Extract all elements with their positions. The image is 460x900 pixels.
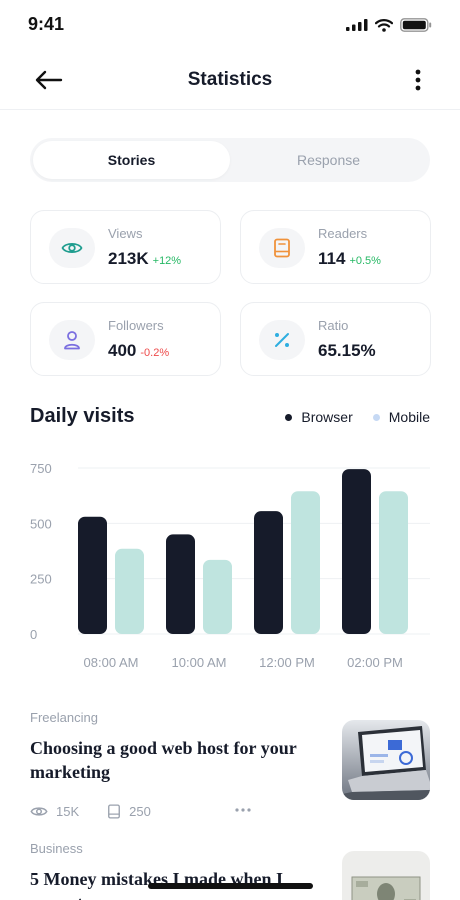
- stat-label: Views: [108, 226, 143, 241]
- stat-value: 400: [108, 341, 137, 360]
- article-more-button[interactable]: [234, 803, 252, 822]
- stat-delta: +0.5%: [349, 255, 381, 267]
- stat-label: Readers: [318, 226, 368, 241]
- bar-mobile: [379, 491, 408, 634]
- laptop-dashboard-photo: [342, 720, 430, 800]
- back-button[interactable]: [32, 65, 66, 95]
- app-header: Statistics: [0, 55, 460, 110]
- article-title[interactable]: Choosing a good web host for your market…: [30, 738, 297, 782]
- article-meta: 15K 250: [30, 804, 151, 819]
- legend-label: Browser: [301, 409, 353, 425]
- stat-delta: +12%: [152, 255, 182, 267]
- y-tick-label: 0: [30, 627, 37, 642]
- tab-stories[interactable]: Stories: [33, 141, 230, 179]
- home-indicator[interactable]: [148, 883, 313, 889]
- stat-value-row: 114 +0.5%: [318, 249, 381, 269]
- book-icon: [108, 804, 121, 819]
- status-icons: [346, 18, 432, 32]
- article-thumbnail[interactable]: [342, 851, 430, 900]
- stat-value-row: 213K +12%: [108, 249, 181, 269]
- stat-card-followers[interactable]: Followers 400 -0.2%: [30, 302, 221, 376]
- vertical-dots-icon: [415, 69, 421, 91]
- arrow-left-icon: [35, 70, 63, 90]
- stat-value-row: 400 -0.2%: [108, 341, 169, 361]
- eye-icon: [61, 242, 83, 254]
- article-views: 15K: [56, 804, 80, 819]
- legend-item-mobile[interactable]: Mobile: [372, 409, 430, 425]
- stat-value: 114: [318, 249, 346, 268]
- dollar-bill-photo: [342, 851, 430, 900]
- bar-mobile: [115, 548, 144, 634]
- x-tick-label: 10:00 AM: [172, 655, 227, 670]
- wifi-icon: [375, 18, 393, 32]
- legend-dot: [285, 413, 293, 421]
- horizontal-dots-icon: [235, 808, 251, 812]
- legend-dot: [372, 413, 380, 421]
- bar-browser: [166, 534, 195, 634]
- stat-card-readers[interactable]: Readers 114 +0.5%: [240, 210, 431, 284]
- tab-switcher: Stories Response: [30, 138, 430, 182]
- stat-delta: -0.2%: [140, 347, 170, 359]
- user-icon: [64, 331, 80, 350]
- stat-value: 213K: [108, 249, 149, 268]
- status-time: 9:41: [28, 14, 65, 34]
- bar-browser: [342, 469, 371, 634]
- article-reads: 250: [129, 804, 151, 819]
- x-tick-label: 12:00 PM: [259, 655, 315, 670]
- y-tick-label: 500: [30, 516, 52, 531]
- y-tick-label: 750: [30, 461, 52, 476]
- tab-response[interactable]: Response: [296, 152, 361, 168]
- x-tick-label: 08:00 AM: [84, 655, 139, 670]
- legend-label: Mobile: [388, 409, 430, 425]
- stat-label: Followers: [108, 318, 164, 333]
- chart-title: Daily visits: [30, 405, 135, 427]
- stat-card-views[interactable]: Views 213K +12%: [30, 210, 221, 284]
- y-tick-label: 250: [30, 572, 52, 587]
- stat-icon-wrapper: [49, 320, 95, 360]
- page-title: Statistics: [187, 69, 273, 90]
- article-card[interactable]: Freelancing Choosing a good web host for…: [30, 710, 430, 820]
- percent-icon: [275, 333, 289, 347]
- bar-mobile: [291, 491, 320, 634]
- daily-visits-chart: 0 250 500 750 08:00 AM 10:00 AM 12:00 PM 02:00 …: [30, 461, 430, 670]
- x-tick-label: 02:00 PM: [347, 655, 403, 670]
- stat-value-row: 65.15%: [318, 341, 376, 361]
- stat-icon-wrapper: [259, 320, 305, 360]
- bar-browser: [254, 511, 283, 634]
- article-thumbnail[interactable]: [342, 720, 430, 800]
- article-card[interactable]: Business 5 Money mistakes I made when I …: [30, 841, 430, 900]
- stat-icon-wrapper: [259, 228, 305, 268]
- book-icon: [274, 238, 290, 258]
- stat-label: Ratio: [318, 318, 349, 333]
- stat-card-ratio[interactable]: Ratio 65.15%: [240, 302, 431, 376]
- battery-icon: [400, 18, 432, 32]
- article-category: Business: [30, 841, 83, 856]
- status-bar: 9:41: [0, 0, 460, 50]
- stat-icon-wrapper: [49, 228, 95, 268]
- legend-item-browser[interactable]: Browser: [285, 409, 353, 425]
- more-options-button[interactable]: [408, 65, 428, 95]
- eye-icon: [30, 807, 48, 816]
- cellular-signal-icon: [346, 19, 368, 31]
- stat-value: 65.15%: [318, 341, 376, 360]
- article-category: Freelancing: [30, 710, 98, 725]
- bar-mobile: [203, 559, 232, 634]
- chart-legend: Browser Mobile: [285, 409, 430, 425]
- bar-browser: [78, 516, 107, 634]
